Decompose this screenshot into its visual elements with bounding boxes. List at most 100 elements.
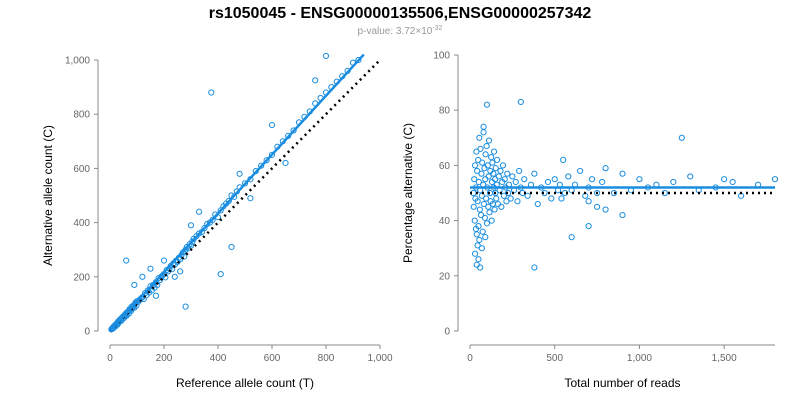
right-y-tick-label: 40 bbox=[439, 216, 451, 227]
left-y-axis-label: Alternative allele count (C) bbox=[41, 125, 55, 266]
right-data-point bbox=[480, 129, 487, 136]
right-data-point bbox=[599, 178, 606, 186]
right-data-point bbox=[521, 176, 528, 183]
right-data-point bbox=[470, 203, 477, 210]
left-data-point bbox=[355, 56, 362, 64]
right-data-point bbox=[619, 170, 626, 177]
right-y-axis-label: Percentage alternative (C) bbox=[401, 123, 415, 263]
left-data-point bbox=[169, 266, 176, 273]
right-data-point bbox=[498, 203, 505, 210]
left-data-point bbox=[139, 273, 146, 280]
left-data-point bbox=[208, 89, 215, 96]
right-data-point bbox=[670, 178, 677, 186]
right-data-point bbox=[490, 148, 498, 155]
right-data-point bbox=[492, 165, 499, 172]
right-data-point bbox=[485, 137, 493, 144]
right-data-point bbox=[493, 195, 500, 202]
right-data-point bbox=[548, 195, 555, 202]
right-data-point bbox=[504, 170, 511, 177]
right-data-point bbox=[479, 228, 486, 235]
right-y-tick-label: 60 bbox=[439, 161, 451, 172]
right-data-point bbox=[593, 189, 601, 197]
left-data-point bbox=[282, 159, 289, 167]
left-data-point bbox=[196, 208, 203, 215]
right-data-point bbox=[476, 206, 483, 213]
left-x-tick-label: 600 bbox=[264, 353, 281, 364]
right-data-point bbox=[558, 195, 565, 202]
right-data-point bbox=[480, 200, 487, 208]
left-data-point bbox=[182, 303, 189, 310]
right-data-point bbox=[687, 173, 694, 180]
right-data-point bbox=[473, 261, 480, 268]
left-data-point bbox=[241, 180, 249, 187]
right-data-point bbox=[560, 156, 567, 163]
left-x-tick-label: 0 bbox=[107, 353, 113, 364]
right-y-tick-label: 100 bbox=[433, 51, 450, 62]
right-x-tick-label: 1,000 bbox=[627, 353, 652, 364]
left-x-axis-label: Reference allele count (T) bbox=[176, 376, 314, 390]
left-data-point bbox=[290, 127, 297, 134]
left-data-point bbox=[322, 52, 330, 60]
right-data-point bbox=[512, 178, 519, 186]
right-data-point bbox=[478, 245, 485, 252]
right-data-point bbox=[500, 192, 507, 199]
right-data-point bbox=[495, 173, 502, 180]
right-data-point bbox=[483, 101, 491, 108]
right-data-point bbox=[482, 176, 489, 183]
right-data-point bbox=[721, 176, 728, 183]
right-data-point bbox=[531, 264, 538, 271]
right-data-point bbox=[497, 167, 504, 175]
left-data-point bbox=[312, 77, 319, 84]
right-data-point bbox=[471, 176, 478, 183]
right-data-point bbox=[485, 173, 492, 180]
right-data-point bbox=[475, 156, 482, 163]
left-data-point bbox=[160, 257, 168, 264]
right-data-point bbox=[541, 189, 548, 197]
right-data-point bbox=[478, 192, 485, 199]
right-data-point bbox=[477, 264, 484, 271]
right-x-tick-label: 1,500 bbox=[712, 353, 737, 364]
right-data-point bbox=[472, 225, 480, 232]
right-data-point bbox=[485, 203, 492, 210]
left-data-point bbox=[247, 195, 254, 202]
right-data-point bbox=[494, 156, 501, 163]
left-y-tick-label: 0 bbox=[84, 327, 90, 338]
right-data-point bbox=[471, 162, 479, 169]
right-data-point bbox=[473, 148, 480, 155]
left-fit-line bbox=[109, 53, 365, 332]
right-data-point bbox=[474, 167, 481, 175]
left-x-tick-label: 800 bbox=[318, 353, 335, 364]
right-data-point bbox=[488, 154, 495, 161]
left-data-point bbox=[147, 265, 154, 272]
right-data-point bbox=[477, 145, 484, 152]
right-data-point bbox=[729, 178, 736, 186]
right-x-axis-label: Total number of reads bbox=[564, 376, 680, 390]
left-y-tick-label: 800 bbox=[73, 110, 90, 121]
right-data-point bbox=[482, 151, 489, 158]
left-data-point bbox=[181, 253, 188, 260]
right-data-point bbox=[544, 178, 552, 186]
right-data-point bbox=[482, 195, 490, 202]
right-data-point bbox=[524, 192, 531, 199]
right-data-point bbox=[474, 242, 481, 249]
right-data-point bbox=[471, 250, 479, 257]
right-data-point bbox=[499, 162, 507, 169]
left-data-point bbox=[171, 273, 178, 280]
right-data-point bbox=[551, 176, 558, 183]
left-data-point bbox=[152, 292, 159, 299]
right-data-point bbox=[491, 206, 498, 213]
left-y-tick-label: 400 bbox=[73, 218, 90, 229]
left-x-tick-label: 400 bbox=[210, 353, 227, 364]
right-data-point bbox=[565, 173, 572, 180]
left-data-point bbox=[228, 243, 235, 251]
right-data-point bbox=[481, 214, 489, 221]
right-data-point bbox=[585, 198, 592, 205]
left-data-point bbox=[177, 268, 184, 275]
right-x-tick-label: 500 bbox=[546, 353, 563, 364]
right-data-point bbox=[479, 159, 486, 166]
right-data-point bbox=[483, 142, 490, 150]
right-data-point bbox=[585, 223, 592, 230]
left-data-point bbox=[187, 222, 195, 229]
left-y-tick-label: 200 bbox=[73, 272, 90, 283]
